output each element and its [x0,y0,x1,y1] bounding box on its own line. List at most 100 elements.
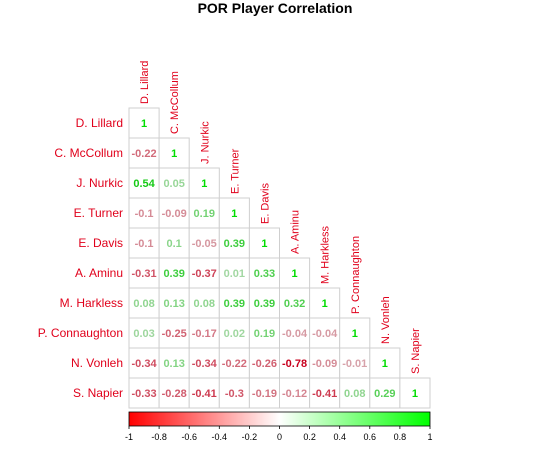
heatmap-cell [279,257,311,289]
cell-value: 0.39 [224,238,245,250]
heatmap-cell [218,377,250,409]
heatmap-cell [158,287,190,319]
column-label: P. Connaughton [350,236,362,314]
heatmap-cell [128,257,160,289]
column-label: C. McCollum [169,71,181,134]
heatmap-cell [128,287,160,319]
heatmap-cell [128,377,160,409]
column-labels: D. Lillard C. McCollum J. Nurkic E. Turner E… [139,61,422,374]
cell-value: 0.32 [284,298,305,310]
heatmap-cell [279,287,311,319]
row-label: N. Vonleh [71,356,123,370]
heatmap-cell [279,377,311,409]
cell-value: -0.25 [162,328,187,340]
row-label: S. Napier [73,386,123,400]
cell-value: 0.19 [254,328,275,340]
cell-value: 1 [291,268,297,280]
heatmap-cell [369,377,401,409]
heatmap-cell [399,377,431,409]
cell-value: 1 [201,178,207,190]
cell-value: 1 [412,388,418,400]
cell-value: 1 [141,118,147,130]
cell-value: 0.13 [163,358,184,370]
chart-title: POR Player Correlation [198,0,353,16]
cell-value: -0.41 [312,388,337,400]
cell-value: 0.54 [133,178,155,190]
column-label: J. Nurkic [199,121,211,164]
heatmap-cell [128,347,160,379]
heatmap-cell [158,227,190,259]
cell-value: 1 [261,238,267,250]
colorbar-tick-label: 0.8 [394,432,407,442]
cell-value: 0.08 [194,298,215,310]
cell-value: 0.29 [374,388,395,400]
heatmap-cell [339,377,371,409]
colorbar-tick-label: -0.2 [242,432,258,442]
cell-value: -0.22 [132,148,157,160]
column-label: N. Vonleh [380,296,392,344]
cell-value: 1 [171,148,177,160]
heatmap-cell [128,317,160,349]
cell-value: -0.17 [192,328,217,340]
cell-value: 0.39 [254,298,275,310]
cell-value: 0.03 [133,328,154,340]
cell-value: 0.39 [224,298,245,310]
row-label: D. Lillard [76,116,123,130]
colorbar-tick-label: 0 [277,432,282,442]
heatmap-cell [158,257,190,289]
colorbar-tick-label: -0.6 [181,432,197,442]
colorbar-tick-label: 1 [427,432,432,442]
colorbar-tick-label: -0.4 [212,432,228,442]
cell-value: 0.39 [163,268,184,280]
row-label: E. Davis [78,236,123,250]
cell-value: -0.04 [282,328,308,340]
heatmap-cell [248,377,280,409]
cell-value: 1 [382,358,388,370]
heatmap-cell [218,197,250,229]
cell-value: 1 [352,328,358,340]
colorbar-tick-label: -1 [125,432,133,442]
row-label: C. McCollum [54,146,123,160]
cell-value: -0.1 [135,238,154,250]
cell-value: -0.34 [192,358,218,370]
cell-value: 1 [322,298,328,310]
colorbar-tick-label: 0.2 [303,432,316,442]
colorbar: -1 -0.8 -0.6 -0.4 -0.2 0 0.2 0.4 0.6 0.8 1 [125,411,433,442]
cell-value: -0.01 [342,358,367,370]
heatmap-cells: 1 -0.22 1 0.54 0.05 1 -0.1 -0.09 0.19 1 -0.1 0.1 -0.… [128,107,431,409]
cell-value: -0.1 [135,208,154,220]
column-label: E. Turner [229,148,241,194]
row-labels: D. Lillard C. McCollum J. Nurkic E. Turner E… [38,116,123,400]
cell-value: -0.09 [312,358,337,370]
cell-value: -0.34 [132,358,158,370]
cell-value: -0.28 [162,388,187,400]
cell-value: 0.19 [194,208,215,220]
colorbar-gradient [128,411,431,427]
cell-value: 0.01 [224,268,245,280]
colorbar-tick-label: 0.4 [333,432,346,442]
column-label: D. Lillard [139,61,151,104]
row-label: A. Aminu [75,266,123,280]
heatmap-cell [248,257,280,289]
cell-value: 0.02 [224,328,245,340]
colorbar-tick-label: 0.6 [364,432,377,442]
heatmap-cell [218,257,250,289]
row-label: P. Connaughton [38,326,123,340]
row-label: E. Turner [74,206,123,220]
heatmap-cell [158,197,190,229]
row-label: M. Harkless [60,296,123,310]
cell-value: -0.41 [192,388,217,400]
cell-value: -0.3 [225,388,244,400]
cell-value: 0.13 [163,298,184,310]
heatmap-cell [218,227,250,259]
column-label: S. Napier [410,328,422,374]
heatmap-cell [188,167,220,199]
heatmap-cell [128,107,160,139]
row-label: J. Nurkic [76,176,123,190]
heatmap-cell [188,317,220,349]
column-label: M. Harkless [320,225,332,284]
column-label: A. Aminu [290,210,302,254]
cell-value: 0.1 [167,238,182,250]
cell-value: -0.22 [222,358,247,370]
